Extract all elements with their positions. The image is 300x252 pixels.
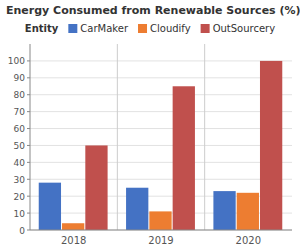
y-tick-label: 0 [19,226,25,236]
grid-line [30,230,292,231]
grid-line [30,111,292,112]
legend-label: Cloudify [150,23,191,34]
grid-line [30,77,292,78]
grid-line [30,128,292,129]
chart: Energy Consumed from Renewable Sources (… [0,0,300,252]
x-tick-label: 2018 [61,235,86,246]
x-tick-label: 2019 [148,235,173,246]
y-tick-label: 20 [14,192,26,202]
y-tick-label: 30 [14,175,26,185]
legend-swatch [138,24,147,33]
group-divider [117,44,118,230]
y-tick-label: 90 [14,73,26,83]
y-tick-label: 80 [14,90,26,100]
grid [30,61,292,230]
y-tick-label: 70 [14,107,26,117]
y-axis [30,44,31,230]
group-divider [204,44,205,230]
grid-line [30,60,292,61]
bars [39,61,283,230]
legend: Entity CarMaker Cloudify OutSourcery [25,23,275,34]
x-tick-label: 2020 [236,235,261,246]
y-tick-label: 40 [14,158,26,168]
y-tick-label: 50 [14,141,26,151]
y-tick-label: 60 [14,124,26,134]
bar [39,183,61,230]
title: Energy Consumed from Renewable Sources (… [6,4,300,17]
grid-line [30,162,292,163]
legend-title: Entity [25,23,59,34]
bar [237,193,259,230]
bar [213,191,235,230]
legend-swatch [68,24,77,33]
legend-label: OutSourcery [213,23,276,34]
bar [126,188,148,230]
bar [260,61,282,230]
x-axis [30,230,292,231]
grid-line [30,94,292,95]
legend-swatch [201,24,210,33]
grid-line [30,179,292,180]
grid-line [30,145,292,146]
legend-label: CarMaker [80,23,129,34]
bar [173,86,195,230]
bar [149,211,171,230]
bar [62,223,84,230]
y-tick-label: 100 [8,56,25,66]
bar [85,145,107,230]
y-tick-label: 10 [14,209,26,219]
